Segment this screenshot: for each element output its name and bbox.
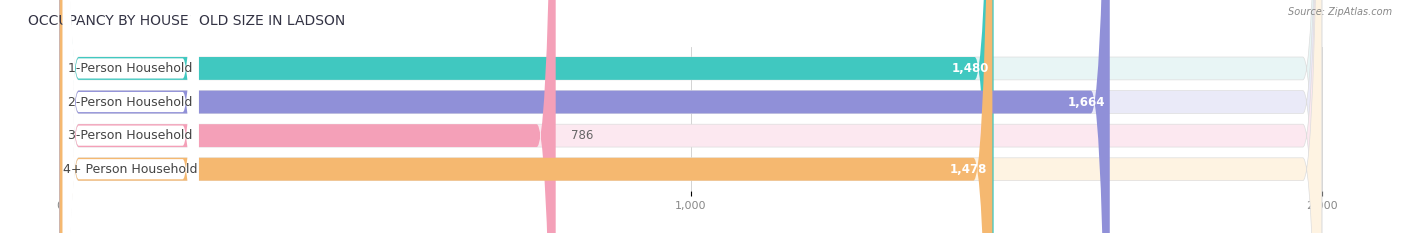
Text: OCCUPANCY BY HOUSEHOLD SIZE IN LADSON: OCCUPANCY BY HOUSEHOLD SIZE IN LADSON: [28, 14, 346, 28]
FancyBboxPatch shape: [59, 0, 1109, 233]
Text: 786: 786: [571, 129, 593, 142]
FancyBboxPatch shape: [59, 0, 993, 233]
Text: Source: ZipAtlas.com: Source: ZipAtlas.com: [1288, 7, 1392, 17]
FancyBboxPatch shape: [63, 0, 198, 233]
FancyBboxPatch shape: [63, 0, 198, 233]
FancyBboxPatch shape: [63, 0, 198, 233]
Text: 3-Person Household: 3-Person Household: [69, 129, 193, 142]
Text: 1,478: 1,478: [950, 163, 987, 176]
FancyBboxPatch shape: [59, 0, 1322, 233]
FancyBboxPatch shape: [63, 0, 198, 233]
FancyBboxPatch shape: [59, 0, 994, 233]
Text: 1,664: 1,664: [1067, 96, 1105, 109]
FancyBboxPatch shape: [59, 0, 1322, 233]
Text: 2-Person Household: 2-Person Household: [69, 96, 193, 109]
Text: 4+ Person Household: 4+ Person Household: [63, 163, 198, 176]
Text: 1-Person Household: 1-Person Household: [69, 62, 193, 75]
Text: 1,480: 1,480: [952, 62, 988, 75]
FancyBboxPatch shape: [59, 0, 555, 233]
FancyBboxPatch shape: [59, 0, 1322, 233]
FancyBboxPatch shape: [59, 0, 1322, 233]
